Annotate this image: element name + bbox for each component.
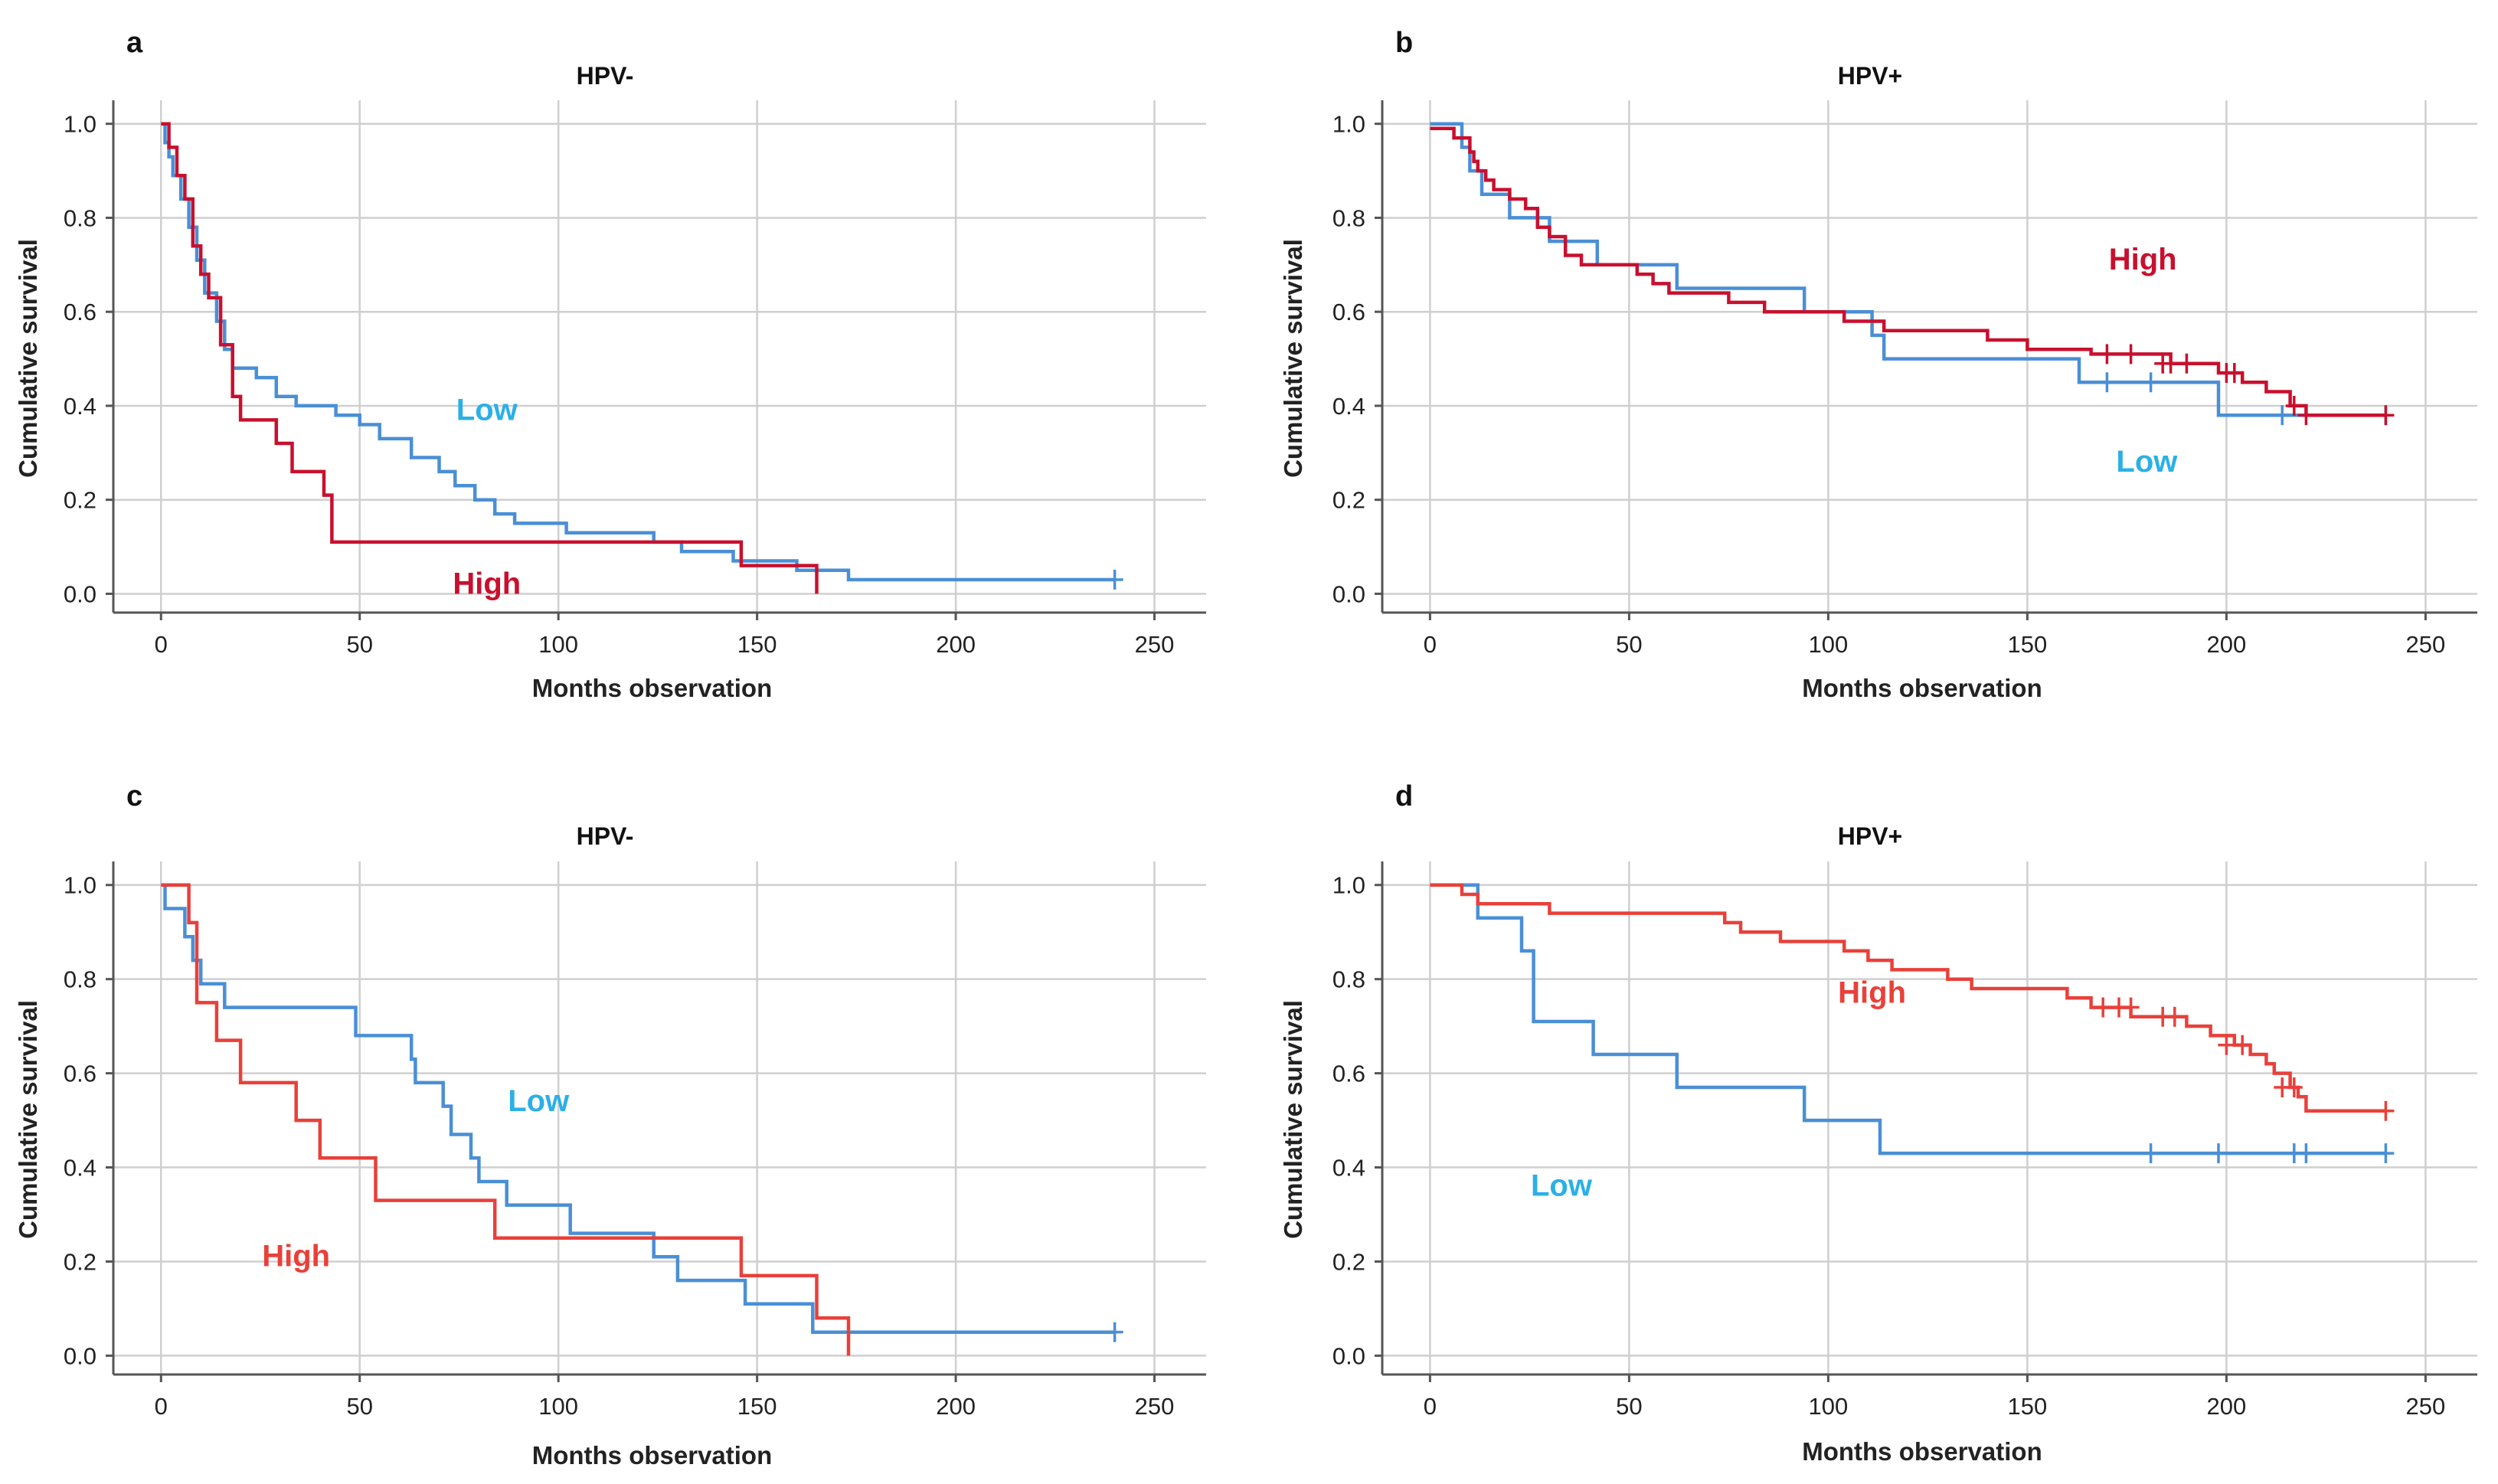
y-axis-label: Cumulative survival (1279, 1000, 1307, 1239)
panel-letter: b (1395, 27, 1413, 59)
panel-title: HPV+ (1838, 62, 1902, 90)
y-tick-label: 0.8 (1332, 966, 1365, 993)
x-tick-label: 100 (1809, 631, 1849, 658)
x-tick-label: 250 (1135, 1393, 1175, 1420)
y-tick-label: 0.8 (1332, 204, 1365, 231)
x-tick-label: 150 (737, 631, 777, 658)
x-axis-label: Months observation (1802, 674, 2042, 702)
annotation-low: Low (2116, 445, 2178, 479)
annotation-high: High (1838, 976, 1906, 1009)
y-tick-label: 0.8 (64, 966, 96, 993)
x-tick-label: 200 (936, 631, 976, 658)
x-tick-label: 50 (346, 1393, 372, 1420)
x-tick-label: 150 (2008, 631, 2048, 658)
x-axis-label: Months observation (532, 674, 773, 702)
y-tick-label: 0.4 (64, 1155, 96, 1182)
y-tick-label: 0.4 (1332, 1155, 1365, 1182)
x-tick-label: 50 (1616, 631, 1642, 658)
annotation-low: Low (456, 393, 518, 427)
y-tick-label: 0.2 (64, 487, 96, 514)
x-tick-label: 50 (346, 631, 372, 658)
x-tick-label: 100 (1809, 1393, 1849, 1420)
annotation-low: Low (508, 1084, 570, 1118)
y-tick-label: 0.0 (64, 1342, 96, 1369)
x-tick-label: 100 (538, 631, 578, 658)
series-low-curve (1430, 883, 2386, 1155)
x-tick-label: 100 (538, 1393, 578, 1420)
y-tick-label: 0.4 (1332, 393, 1365, 420)
x-tick-label: 150 (2008, 1393, 2048, 1420)
y-tick-label: 0.2 (1332, 1248, 1365, 1275)
annotation-high: High (2109, 243, 2177, 276)
panel-title: HPV- (577, 62, 634, 90)
x-tick-label: 0 (155, 1393, 168, 1420)
series-high-curve (1430, 883, 2386, 1113)
panel-b: 0 50 100 150 200 250 0.0 0.2 0.4 0.6 0.8 1.0 b HPV+ Mo… (1279, 27, 2477, 702)
y-tick-label: 1.0 (64, 111, 96, 138)
y-tick-label: 0.0 (64, 580, 96, 607)
x-tick-label: 250 (2406, 1393, 2446, 1420)
panel-letter: a (126, 27, 143, 59)
x-tick-label: 250 (2406, 631, 2446, 658)
x-axis-label: Months observation (532, 1441, 773, 1469)
panel-title: HPV- (577, 822, 634, 850)
y-tick-label: 0.0 (1332, 1342, 1365, 1369)
y-tick-label: 0.6 (1332, 1061, 1365, 1087)
x-tick-label: 150 (737, 1393, 777, 1420)
y-tick-label: 0.2 (64, 1248, 96, 1275)
annotation-high: High (262, 1240, 330, 1273)
y-tick-label: 0.6 (1332, 299, 1365, 325)
panel-c: 0 50 100 150 200 250 0.0 0.2 0.4 0.6 0.8 1.0 c HPV- Mo… (14, 780, 1206, 1469)
y-tick-label: 0.6 (64, 1061, 96, 1087)
panel-title: HPV+ (1838, 822, 1902, 850)
y-axis-label: Cumulative survival (14, 1000, 42, 1239)
y-axis-label: Cumulative survival (14, 239, 42, 478)
panel-letter: c (126, 780, 142, 812)
x-tick-label: 50 (1616, 1393, 1642, 1420)
x-tick-label: 200 (936, 1393, 976, 1420)
series-high-curve (161, 883, 851, 1356)
panel-a: 0 50 100 150 200 250 0.0 0.2 0.4 0.6 0.8 1.0 a HPV- Mo… (14, 27, 1206, 702)
panel-d: 0 50 100 150 200 250 0.0 0.2 0.4 0.6 0.8 1.0 d HPV+ Mo… (1279, 780, 2477, 1466)
x-axis-label: Months observation (1802, 1437, 2042, 1466)
x-tick-label: 0 (1424, 631, 1437, 658)
series-high-curve (161, 122, 819, 594)
y-tick-label: 0.6 (64, 299, 96, 325)
series-high-curve (1430, 126, 2386, 417)
y-axis-label: Cumulative survival (1279, 239, 1307, 478)
annotation-low: Low (1531, 1169, 1593, 1202)
x-tick-label: 200 (2207, 631, 2247, 658)
x-tick-label: 0 (155, 631, 168, 658)
series-low-curve (161, 122, 1115, 582)
annotation-high: High (453, 567, 521, 600)
y-tick-label: 0.8 (64, 204, 96, 231)
y-tick-label: 0.4 (64, 393, 96, 420)
y-tick-label: 0.2 (1332, 487, 1365, 514)
y-tick-label: 0.0 (1332, 580, 1365, 607)
y-tick-label: 1.0 (1332, 872, 1365, 899)
panel-letter: d (1395, 780, 1413, 812)
series-low-curve (161, 883, 1115, 1334)
x-tick-label: 0 (1424, 1393, 1437, 1420)
x-tick-label: 250 (1135, 631, 1175, 658)
x-tick-label: 200 (2207, 1393, 2247, 1420)
y-tick-label: 1.0 (1332, 111, 1365, 138)
y-tick-label: 1.0 (64, 872, 96, 899)
